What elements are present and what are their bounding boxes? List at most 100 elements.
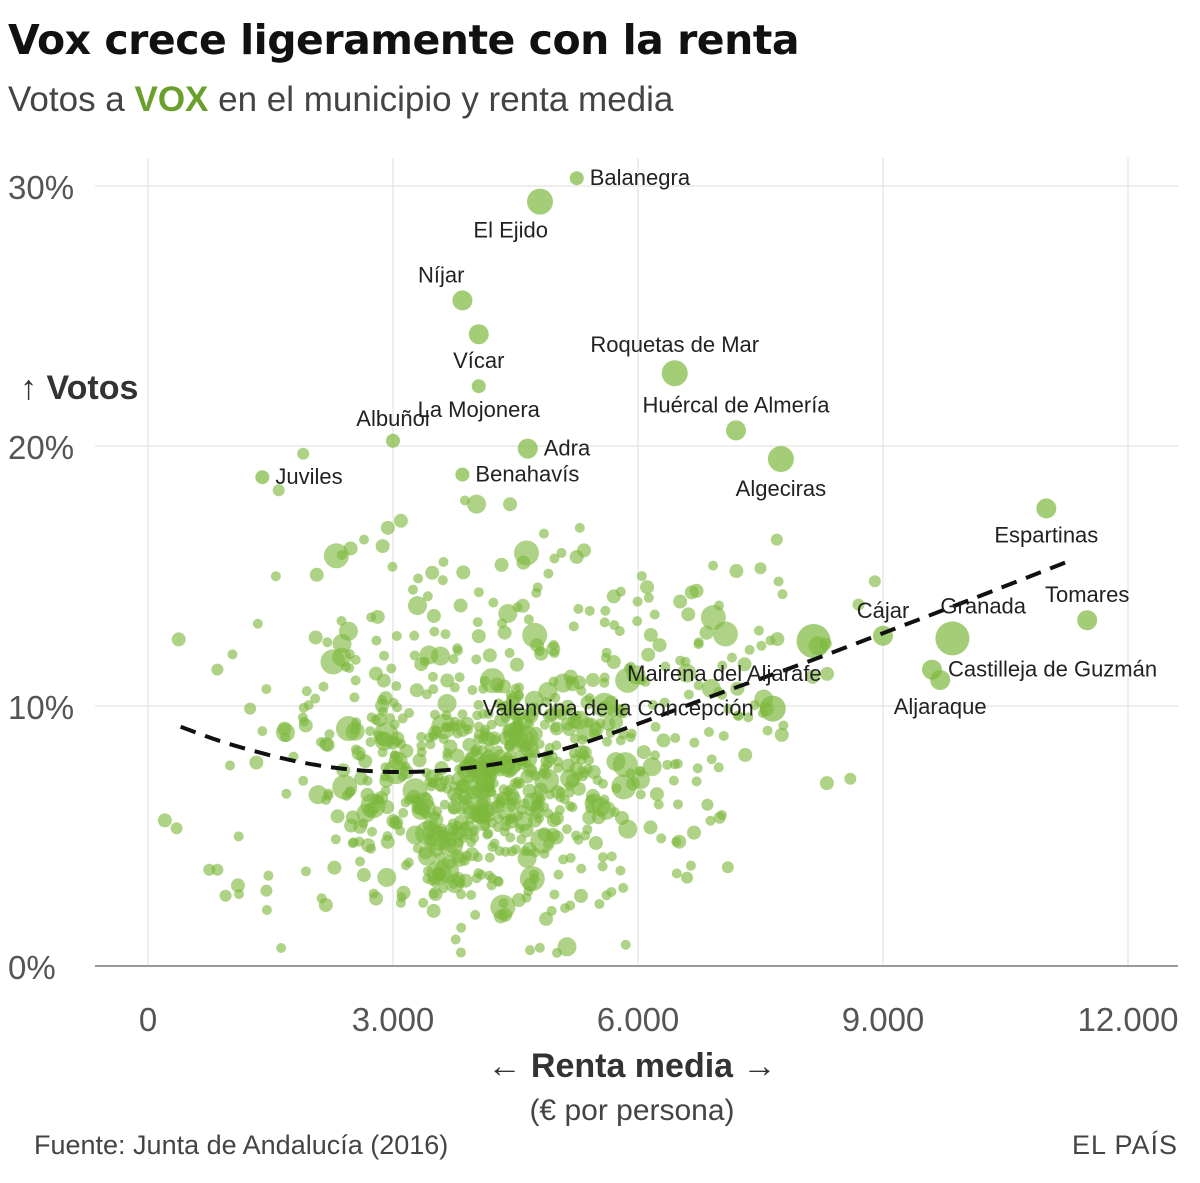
data-point: [309, 567, 324, 582]
data-point: [310, 693, 321, 704]
data-point: [375, 539, 390, 554]
data-point: [533, 782, 548, 797]
data-point: [349, 692, 360, 703]
data-point: [560, 903, 571, 914]
data-point: [649, 750, 660, 761]
data-point: [327, 860, 342, 875]
data-point: [723, 703, 734, 714]
data-point: [510, 844, 521, 855]
data-point: [466, 890, 477, 901]
data-point: [396, 885, 411, 900]
data-point: [378, 706, 389, 717]
data-point: [355, 751, 366, 762]
data-point: [597, 852, 608, 863]
data-point: [417, 846, 437, 866]
data-point: [852, 598, 865, 611]
data-point: [425, 739, 436, 750]
data-point: [438, 557, 449, 568]
data-point: [643, 592, 654, 603]
data-point: [493, 745, 504, 756]
data-point: [428, 684, 439, 695]
data-point: [549, 721, 564, 736]
data-point: [431, 726, 442, 737]
data-point: [557, 937, 577, 957]
data-point: [170, 822, 183, 835]
data-point: [499, 826, 510, 837]
labeled-data-point: [796, 624, 831, 658]
labeled-data-point: [767, 446, 794, 472]
data-point: [442, 751, 453, 762]
data-point: [670, 733, 681, 744]
data-point: [257, 726, 268, 737]
data-point: [344, 818, 359, 833]
data-point: [335, 716, 361, 742]
data-point: [636, 745, 651, 760]
data-point: [498, 603, 518, 623]
data-point: [467, 685, 478, 696]
point-label: Castilleja de Guzmán: [948, 657, 1157, 682]
data-point: [597, 861, 608, 872]
gridlines: [95, 158, 1178, 966]
data-point: [233, 831, 244, 842]
data-point: [684, 585, 699, 600]
data-point: [515, 598, 530, 613]
data-point: [580, 695, 595, 710]
data-point: [414, 657, 429, 672]
data-point: [642, 757, 662, 777]
data-point: [211, 863, 224, 876]
data-point: [609, 807, 620, 818]
point-label: Tomares: [1045, 582, 1129, 607]
data-point: [484, 852, 495, 863]
labeled-data-point: [1036, 498, 1057, 519]
data-point: [569, 733, 580, 744]
data-point: [683, 689, 694, 700]
data-point: [355, 856, 366, 867]
point-labels: Balanegra El Ejido Níjar Vícar Roquetas de M…: [275, 165, 1157, 720]
data-point: [456, 565, 471, 580]
data-point: [280, 732, 291, 743]
data-point: [584, 605, 595, 616]
data-point: [532, 582, 543, 593]
data-point: [754, 562, 767, 575]
data-point: [561, 824, 572, 835]
labeled-data-point: [1077, 610, 1098, 631]
data-point: [350, 675, 361, 686]
y-tick-label: 20%: [8, 429, 74, 466]
data-point: [756, 640, 767, 651]
y-tick-label: 0%: [8, 949, 56, 986]
y-axis-title: ↑ Votos: [20, 369, 138, 407]
data-point: [554, 708, 565, 719]
data-point: [717, 660, 728, 671]
point-label: La Mojonera: [418, 397, 541, 422]
point-label: Balanegra: [590, 165, 691, 190]
data-point: [366, 612, 377, 623]
data-point: [509, 657, 524, 672]
point-label: Níjar: [418, 262, 464, 287]
data-point: [634, 765, 645, 776]
labeled-data-point: [386, 433, 400, 448]
data-point: [421, 791, 432, 802]
subtitle-prefix: Votos a: [8, 80, 135, 119]
data-point: [406, 789, 421, 804]
data-point: [671, 868, 682, 879]
data-point: [762, 725, 773, 736]
data-point: [539, 719, 550, 730]
data-point: [392, 736, 403, 747]
data-point: [744, 644, 755, 655]
data-point: [376, 673, 391, 688]
data-point: [270, 571, 281, 582]
data-point: [565, 852, 576, 863]
data-point: [356, 868, 371, 883]
data-point: [523, 886, 534, 897]
data-point: [426, 903, 441, 918]
data-point: [365, 737, 376, 748]
data-point: [473, 587, 484, 598]
data-point: [444, 822, 459, 837]
data-point: [379, 650, 390, 661]
data-point: [347, 838, 358, 849]
data-point: [513, 691, 524, 702]
data-point: [868, 575, 881, 588]
data-point: [564, 787, 575, 798]
data-point: [550, 692, 561, 703]
